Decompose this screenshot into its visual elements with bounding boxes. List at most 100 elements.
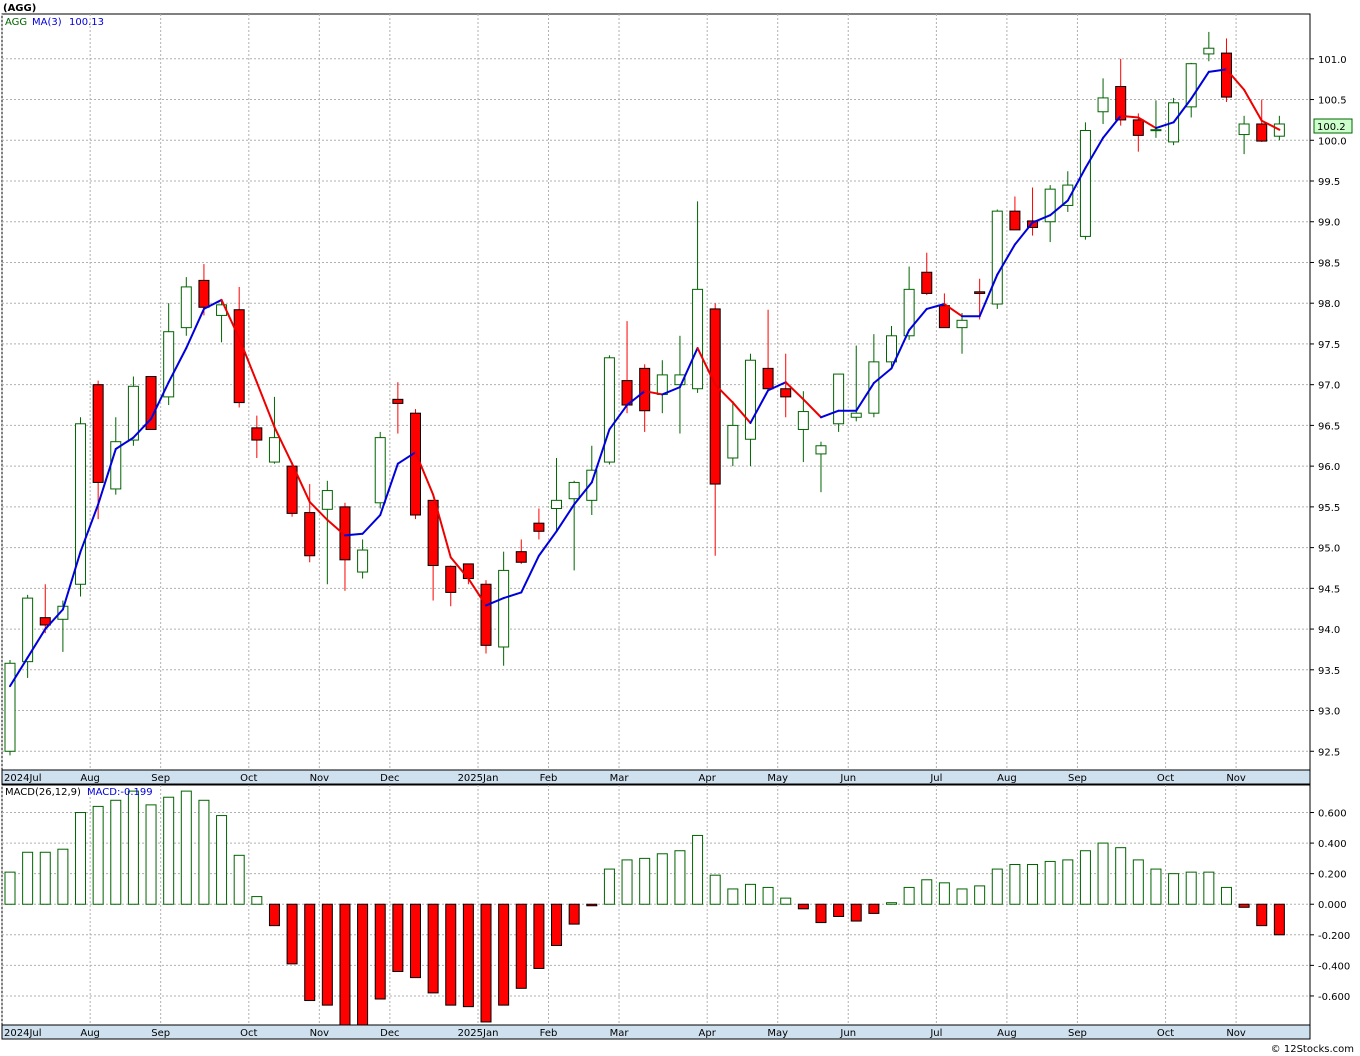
- candle-body: [533, 522, 545, 532]
- candle-body: [639, 367, 651, 412]
- candle-body: [568, 481, 580, 500]
- legend-ma-label: MA(3): [32, 17, 62, 28]
- candle-body: [515, 551, 527, 563]
- macd-bar: [1168, 873, 1180, 905]
- ma-segment: [767, 381, 787, 392]
- ma-segment: [608, 404, 629, 431]
- ma-segment: [1066, 166, 1087, 202]
- ma-segment: [1031, 214, 1052, 224]
- moving-average-line: [9, 68, 1281, 688]
- ma-segment: [502, 591, 523, 600]
- candle-body: [1132, 119, 1144, 136]
- candle-body: [938, 305, 950, 329]
- candle-body: [1185, 63, 1197, 108]
- candle-body: [39, 617, 51, 626]
- candle-body: [886, 335, 897, 363]
- price-xtick-label: Jun: [839, 773, 856, 784]
- candle-body: [498, 569, 510, 648]
- macd-bar: [75, 812, 87, 905]
- macd-bar: [145, 804, 157, 905]
- ma-segment: [661, 386, 681, 396]
- ma-segment: [855, 382, 875, 412]
- ma-segment: [1207, 68, 1228, 73]
- candle-body: [445, 565, 457, 593]
- candle-body: [603, 357, 615, 463]
- ma-segment: [61, 550, 82, 611]
- ma-segment: [643, 390, 664, 396]
- macd-bar: [1079, 850, 1091, 905]
- macd-bar: [233, 854, 245, 905]
- ma-segment: [396, 451, 417, 465]
- candle-body: [744, 359, 756, 440]
- candle-body: [1027, 220, 1039, 228]
- macd-bar: [4, 871, 16, 905]
- macd-xtick-label: Aug: [80, 1028, 100, 1039]
- candle-body: [1115, 86, 1127, 121]
- candle-body: [692, 288, 704, 390]
- macd-bar: [709, 874, 721, 905]
- price-ytick-label: 92.5: [1318, 747, 1340, 758]
- ma-segment: [872, 367, 893, 385]
- macd-bar: [1062, 859, 1074, 905]
- macd-bar: [586, 903, 598, 907]
- candle-body: [286, 465, 298, 514]
- candle-body: [797, 411, 809, 430]
- ma-segment: [1137, 116, 1157, 130]
- ma-segment: [520, 554, 540, 594]
- ma-segment: [185, 307, 205, 350]
- macd-bar: [1238, 903, 1250, 908]
- candle-body: [551, 499, 563, 509]
- macd-bar: [780, 897, 792, 905]
- ma-segment: [114, 436, 135, 451]
- macd-bar: [392, 903, 404, 972]
- price-grid: [1, 14, 1310, 770]
- candle-body: [462, 563, 474, 580]
- ma-segment: [555, 503, 576, 533]
- macd-xtick-label: Sep: [1068, 1028, 1087, 1039]
- price-ytick-label: 95.5: [1318, 503, 1340, 514]
- price-ytick-label: 98.0: [1318, 299, 1340, 310]
- candle-body: [409, 412, 421, 516]
- ma-segment: [1172, 97, 1193, 124]
- ma-segment: [802, 398, 822, 419]
- ma-segment: [573, 481, 593, 506]
- macd-bar: [1009, 863, 1021, 905]
- macd-bar: [815, 903, 827, 924]
- candle-body: [674, 374, 686, 386]
- ma-segment: [1243, 88, 1263, 122]
- price-ytick-label: 99.0: [1318, 218, 1340, 229]
- macd-bar: [1097, 842, 1109, 905]
- macd-x-axis-band: [1, 1024, 1311, 1040]
- macd-xtick-label: Nov: [310, 1028, 330, 1039]
- legend-ma-value: 100.13: [69, 17, 104, 28]
- macd-bar: [850, 903, 862, 922]
- ma-segment: [925, 303, 946, 310]
- ma-segment: [1102, 114, 1122, 139]
- macd-bar: [621, 859, 633, 905]
- ma-segment: [626, 390, 646, 407]
- ma-segment: [749, 389, 770, 424]
- ma-segment: [696, 347, 717, 386]
- candle-body: [656, 374, 668, 395]
- candle-body: [974, 291, 986, 294]
- price-ytick-label: 93.5: [1318, 666, 1340, 677]
- ma-segment: [1154, 121, 1175, 130]
- macd-bar: [92, 805, 104, 905]
- ma-segment: [379, 462, 399, 517]
- candle-body: [127, 385, 139, 441]
- candle-body: [1256, 123, 1268, 142]
- ma-segment: [996, 243, 1016, 276]
- price-ytick-label: 99.5: [1318, 177, 1340, 188]
- macd-ytick-label: -0.200: [1318, 931, 1350, 942]
- candle-body: [198, 279, 210, 308]
- macd-xtick-label: 2024Jul: [4, 1028, 42, 1039]
- candle-body: [321, 490, 333, 510]
- ma-segment: [890, 329, 911, 370]
- macd-bar: [727, 888, 739, 905]
- macd-ytick-label: 0.600: [1318, 809, 1347, 820]
- candle-body: [586, 469, 598, 501]
- price-panel-frame: [1, 13, 1311, 771]
- macd-bar: [744, 883, 756, 905]
- candle-body: [233, 309, 245, 404]
- ma-segment: [485, 597, 505, 607]
